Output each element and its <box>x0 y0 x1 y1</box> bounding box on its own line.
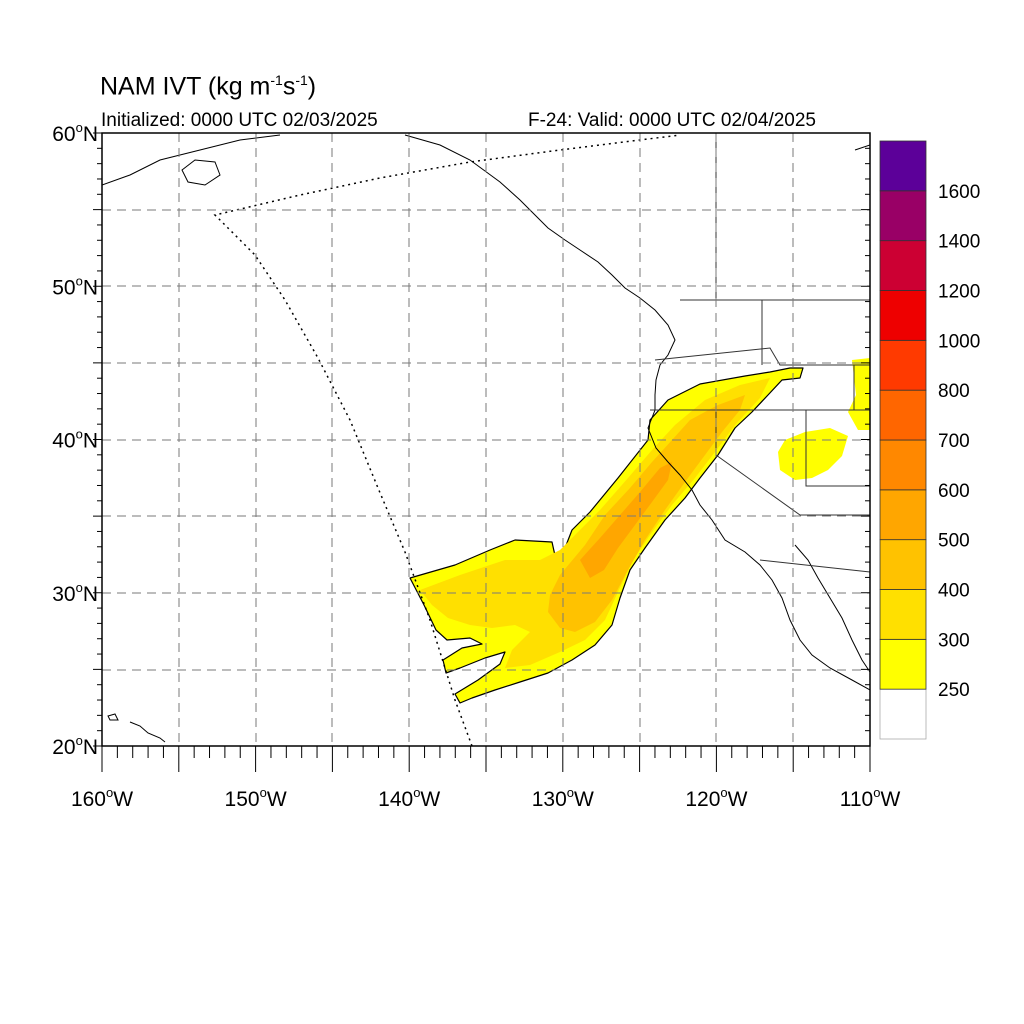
lon-label: 130oW <box>532 785 594 811</box>
valid-time: F-24: Valid: 0000 UTC 02/04/2025 <box>528 110 816 131</box>
colorbar-swatch <box>879 439 927 491</box>
colorbar-swatch <box>879 290 927 341</box>
colorbar-swatch <box>879 190 927 242</box>
latitude-labels: 60oN 50oN 40oN 30oN 20oN <box>52 120 98 759</box>
ivt-250-inland-east <box>848 358 870 430</box>
ivt-plume <box>409 358 870 704</box>
colorbar-swatch <box>879 389 927 441</box>
colorbar-label: 1200 <box>938 282 980 303</box>
map-title: NAM IVT (kg m-1s-1) <box>100 72 317 101</box>
colorbar-label: 800 <box>938 381 970 402</box>
lat-label: 50oN <box>52 273 98 299</box>
colorbar-label: 1000 <box>938 331 980 352</box>
colorbar-swatch <box>879 589 927 640</box>
colorbar-label: 1400 <box>938 232 980 253</box>
lat-label: 60oN <box>52 120 98 146</box>
lon-label: 160oW <box>71 785 133 811</box>
colorbar-swatch <box>879 489 927 541</box>
ivt-500-region <box>580 462 672 578</box>
initialized-time: Initialized: 0000 UTC 02/03/2025 <box>101 110 378 131</box>
model-domain-boundary <box>213 134 681 746</box>
lat-label: 40oN <box>52 427 98 453</box>
lon-label: 110oW <box>840 785 901 811</box>
colorbar-label: 500 <box>938 531 970 552</box>
colorbar-swatch <box>879 539 927 590</box>
colorbar-swatch <box>879 339 927 391</box>
lat-label: 30oN <box>52 580 98 606</box>
colorbar-label: 700 <box>938 431 970 452</box>
colorbar-label: 250 <box>938 680 970 701</box>
coastlines <box>102 134 870 743</box>
colorbar-swatch <box>879 688 927 740</box>
colorbar-label: 400 <box>938 581 970 602</box>
graticule <box>102 133 870 746</box>
lon-label: 120oW <box>685 785 747 811</box>
colorbar-swatch <box>879 240 927 291</box>
colorbar-swatch <box>879 638 927 690</box>
colorbar-label: 600 <box>938 481 970 502</box>
axis-ticks <box>93 132 871 772</box>
ivt-300-inland <box>778 428 848 480</box>
lon-label: 140oW <box>378 785 440 811</box>
lat-label: 20oN <box>52 733 98 759</box>
colorbar-label: 300 <box>938 630 970 651</box>
colorbar-label: 1600 <box>938 182 980 203</box>
colorbar: 250 300 400 500 600 700 800 1000 1200 1400 1600 <box>879 140 980 740</box>
lon-label: 150oW <box>225 785 287 811</box>
longitude-labels: 160oW 150oW 140oW 130oW 120oW 110oW <box>71 785 901 811</box>
colorbar-swatch <box>879 140 927 192</box>
state-borders <box>650 133 870 573</box>
